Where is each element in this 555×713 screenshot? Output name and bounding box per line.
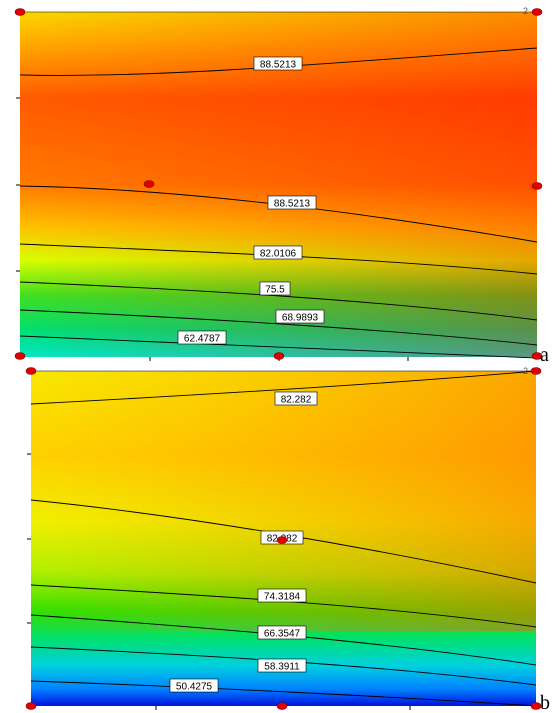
design-point: [14, 8, 26, 16]
contour-plot-a-svg: 88.521388.521382.010675.568.989362.4787 …: [14, 6, 549, 365]
panel-letter-b: b: [540, 692, 550, 713]
design-point: [530, 367, 542, 375]
contour-line: [30, 680, 537, 707]
contour-plot-b-svg: 82.28282.28274.318466.354758.391150.4275…: [25, 366, 550, 713]
contour-label-box: [259, 281, 291, 296]
corner-mark-a: 2: [523, 6, 528, 16]
contour-label-text: 88.5213: [260, 60, 297, 71]
contour-label-text: 66.3547: [264, 629, 301, 640]
design-point: [531, 8, 543, 16]
contour-label-text: 75.5: [265, 285, 285, 296]
contour-line: [19, 185, 538, 243]
design-point: [14, 352, 26, 360]
contour-label-text: 82.282: [281, 395, 312, 406]
contour-labels-a: 88.5213 88.5213 82.0106 75.5 68.9893 62.4787: [177, 56, 325, 345]
contour-label-box: [257, 658, 307, 673]
contour-label: 66.3547: [257, 625, 307, 640]
contour-label-box: [275, 309, 325, 324]
contour-label-box: [274, 391, 318, 406]
contour-plot-b: 82.28282.28274.318466.354758.391150.4275…: [0, 365, 555, 713]
design-point: [25, 702, 37, 710]
contour-label: 68.9893: [275, 309, 325, 324]
design-points-b: [25, 367, 542, 710]
contour-label: 88.5213: [253, 56, 303, 71]
panel-letter-a: a: [540, 344, 549, 365]
design-point: [273, 352, 285, 360]
contour-label: 58.3911: [257, 658, 307, 673]
contour-line: [19, 335, 538, 359]
contour-label-box: [177, 330, 227, 345]
contour-label-text: 50.4275: [176, 682, 213, 693]
contour-label: 75.5: [259, 281, 291, 296]
contour-label: 62.4787: [177, 330, 227, 345]
contour-label-box: [253, 56, 303, 71]
contour-plot-a: 88.5213 88.5213 82.0106 75.5 68.9893 62.4787 …: [14, 6, 549, 365]
design-point: [276, 702, 288, 710]
contour-line: [19, 47, 538, 76]
contour-label-text: 88.5213: [274, 199, 311, 210]
contour-label-text: 68.9893: [282, 313, 319, 324]
contour-line: [19, 309, 538, 346]
design-point: [530, 702, 542, 710]
contour-label-box: [257, 625, 307, 640]
contour-label-text: 58.3911: [264, 662, 300, 673]
design-point: [531, 352, 543, 360]
contour-line: [19, 281, 538, 321]
contour-label-box: [169, 678, 219, 693]
contour-lines-b: [30, 370, 537, 707]
contour-label-box: [267, 195, 317, 210]
contour-label: 82.0106: [253, 245, 303, 260]
design-point: [25, 367, 37, 375]
contour-label-text: 82.0106: [260, 249, 297, 260]
contour-label-text: 62.4787: [184, 334, 221, 345]
contour-label-text: 74.3184: [264, 592, 301, 603]
design-point: [276, 536, 288, 544]
design-point: [531, 182, 543, 190]
contour-label-box: [253, 245, 303, 260]
contour-label: 88.5213: [267, 195, 317, 210]
contour-label: 82.282: [274, 391, 318, 406]
contour-label: 74.3184: [257, 588, 307, 603]
contour-label: 50.4275: [169, 678, 219, 693]
design-points-a: [14, 8, 543, 360]
contour-line: [30, 370, 537, 405]
contour-label-box: [257, 588, 307, 603]
corner-mark-b: 2: [523, 366, 528, 376]
design-point: [143, 180, 155, 188]
